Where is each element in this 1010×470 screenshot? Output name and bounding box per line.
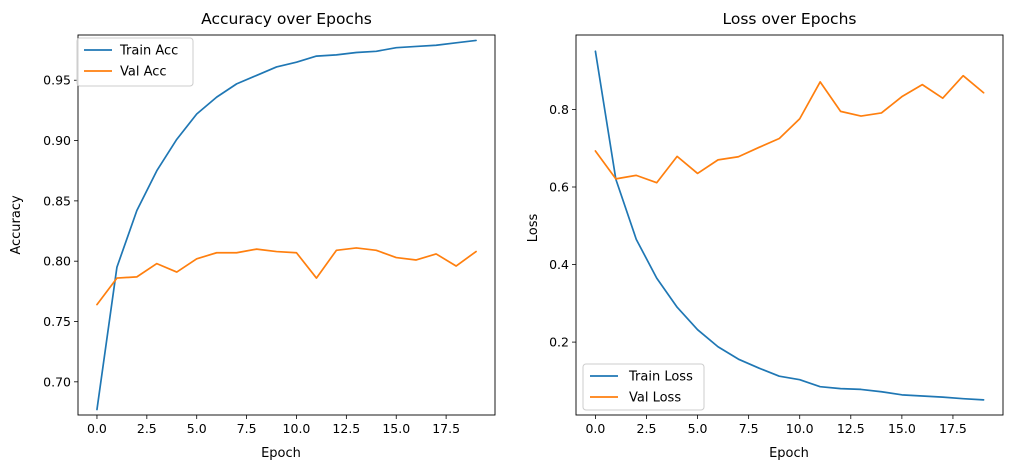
accuracy-legend: Train Acc Val Acc: [76, 37, 194, 87]
loss-y-tick-label: 0.4: [549, 257, 569, 272]
accuracy-x-tick-label: 15.0: [382, 421, 410, 436]
accuracy-y-tick-label: 0.80: [43, 254, 71, 269]
accuracy-plot-frame: [77, 34, 496, 416]
accuracy-y-tick-label: 0.95: [43, 73, 71, 88]
accuracy-x-tick-label: 2.5: [137, 421, 157, 436]
loss-x-tick-label: 7.5: [739, 421, 759, 436]
loss-x-tick-label: 2.5: [637, 421, 657, 436]
accuracy-y-tick-label: 0.85: [43, 193, 71, 208]
accuracy-lines: [96, 39, 477, 411]
accuracy-x-tick-label: 10.0: [283, 421, 311, 436]
accuracy-x-tick-label: 0.0: [87, 421, 107, 436]
loss-legend-label-val: Val Loss: [629, 391, 681, 406]
accuracy-y-axis-label: Accuracy: [9, 195, 24, 255]
loss-x-tick-label: 10.0: [786, 421, 814, 436]
accuracy-legend-label-val: Val Acc: [120, 65, 167, 80]
loss-legend: Train Loss Val Loss: [582, 363, 705, 411]
loss-y-axis-label: Loss: [526, 214, 541, 243]
loss-plot-area: [576, 35, 1003, 415]
accuracy-chart-title: Accuracy over Epochs: [201, 10, 372, 28]
loss-y-ticks: 0.2 0.4 0.6 0.8: [549, 102, 576, 350]
accuracy-y-ticks: 0.70 0.75 0.80 0.85 0.90 0.95: [43, 73, 78, 389]
loss-y-tick-label: 0.2: [549, 335, 569, 350]
accuracy-x-tick-label: 5.0: [187, 421, 207, 436]
accuracy-y-tick-label: 0.90: [43, 133, 71, 148]
loss-legend-label-train: Train Loss: [628, 370, 693, 385]
loss-x-tick-label: 12.5: [837, 421, 865, 436]
accuracy-x-axis-label: Epoch: [261, 446, 301, 461]
loss-y-tick-label: 0.6: [549, 180, 569, 195]
accuracy-y-tick-label: 0.75: [43, 314, 71, 329]
accuracy-y-tick-label: 0.70: [43, 374, 71, 389]
loss-lines: [594, 50, 985, 401]
loss-x-ticks: 0.0 2.5 5.0 7.5 10.0 12.5 15.0 17.5: [585, 415, 967, 436]
loss-x-tick-label: 15.0: [888, 421, 916, 436]
accuracy-plot-area: [78, 35, 495, 415]
accuracy-x-tick-label: 12.5: [332, 421, 360, 436]
accuracy-chart: Accuracy over Epochs 0.0 2.5 5.0 7.5 10.0 12.…: [9, 10, 496, 461]
loss-x-axis-label: Epoch: [769, 446, 809, 461]
loss-x-tick-label: 0.0: [585, 421, 605, 436]
loss-chart: Loss over Epochs 0.0 2.5 5.0 7.5 10.0 12.5 15.…: [526, 10, 1004, 461]
loss-x-tick-label: 17.5: [939, 421, 967, 436]
loss-chart-title: Loss over Epochs: [723, 10, 857, 28]
series-line-train-acc: [96, 39, 477, 411]
series-line-val-loss: [594, 74, 985, 184]
loss-y-tick-label: 0.8: [549, 102, 569, 117]
series-line-train-loss: [594, 50, 985, 401]
accuracy-x-ticks: 0.0 2.5 5.0 7.5 10.0 12.5 15.0 17.5: [87, 415, 460, 436]
accuracy-x-tick-label: 17.5: [432, 421, 460, 436]
loss-plot-frame: [575, 34, 1004, 416]
loss-x-tick-label: 5.0: [688, 421, 708, 436]
accuracy-x-tick-label: 7.5: [237, 421, 257, 436]
series-line-val-acc: [96, 247, 477, 306]
accuracy-legend-label-train: Train Acc: [119, 44, 178, 59]
